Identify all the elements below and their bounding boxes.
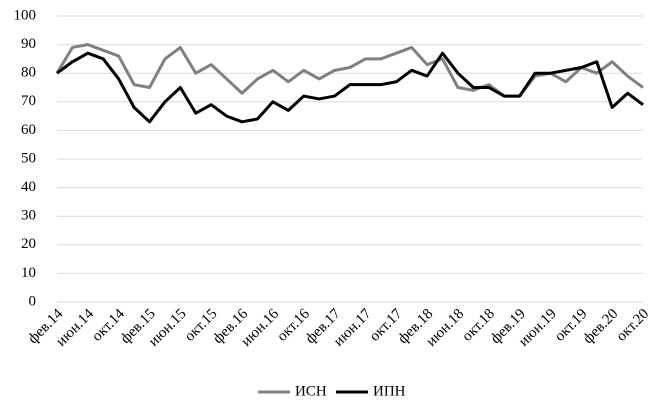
y-tick-label: 20 bbox=[21, 236, 36, 252]
legend-label: ИПН bbox=[373, 383, 406, 399]
y-tick-label: 80 bbox=[21, 65, 36, 81]
y-tick-label: 10 bbox=[21, 265, 36, 281]
y-tick-label: 30 bbox=[21, 208, 36, 224]
y-tick-label: 90 bbox=[21, 36, 36, 52]
x-tick-label: фев.20 bbox=[580, 306, 621, 347]
y-tick-label: 70 bbox=[21, 93, 36, 109]
y-tick-label: 40 bbox=[21, 179, 36, 195]
y-tick-label: 0 bbox=[29, 293, 37, 309]
series-line bbox=[56, 51, 644, 124]
y-tick-label: 100 bbox=[14, 7, 37, 23]
x-tick-label: окт.20 bbox=[614, 306, 650, 345]
y-tick-label: 50 bbox=[21, 150, 36, 166]
y-tick-label: 60 bbox=[21, 122, 36, 138]
series-line bbox=[55, 43, 644, 98]
legend-label: ИСН bbox=[295, 383, 327, 399]
